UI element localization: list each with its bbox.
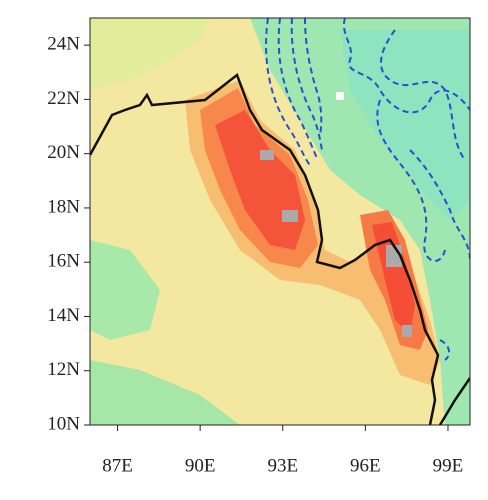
plot-frame (89, 17, 471, 426)
x-tick-label: 90E (185, 455, 216, 476)
y-tick-label: 22N (47, 88, 80, 109)
contour (376, 99, 446, 262)
field-missing (282, 210, 298, 222)
y-tick-label: 20N (47, 142, 80, 163)
contours (265, 18, 470, 361)
y-tick-label: 16N (47, 251, 80, 272)
contour (277, 18, 319, 161)
field-green (90, 360, 240, 425)
field-peak (372, 222, 415, 335)
contour (265, 18, 311, 166)
field-green (90, 240, 160, 340)
x-tick-label: 87E (102, 455, 133, 476)
y-tick-label: 12N (47, 359, 80, 380)
coastline (438, 377, 470, 425)
contour (409, 149, 470, 261)
y-tick-label: 14N (47, 305, 80, 326)
x-tick-label: 99E (433, 455, 464, 476)
y-tick-label: 24N (47, 33, 80, 54)
field-teal (340, 30, 470, 220)
field-missing (260, 150, 274, 160)
x-tick-label: 96E (350, 455, 381, 476)
field-missing (402, 325, 412, 337)
contour (380, 29, 466, 161)
contour (290, 18, 323, 151)
field (90, 18, 470, 425)
contour (439, 339, 451, 361)
field-blank (336, 92, 344, 100)
y-tick-label: 18N (47, 196, 80, 217)
contour (304, 18, 323, 136)
x-tick-label: 93E (267, 455, 298, 476)
y-tick-label: 10N (47, 413, 80, 434)
contour (342, 18, 470, 114)
coastline (90, 72, 440, 425)
field-pale (90, 18, 210, 90)
